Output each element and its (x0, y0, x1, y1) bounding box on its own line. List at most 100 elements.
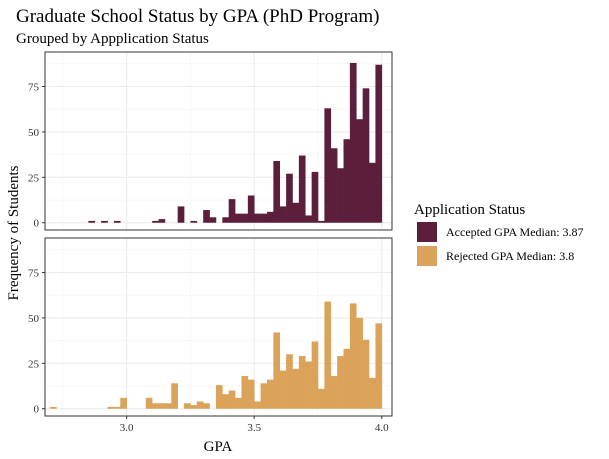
histogram-bar (375, 323, 383, 409)
histogram-bar (120, 397, 127, 409)
histogram-bar (292, 368, 300, 409)
histogram-bar (330, 148, 338, 223)
x-tick-label: 4.0 (375, 422, 389, 434)
legend-label-rejected: Rejected GPA Median: 3.8 (446, 249, 574, 263)
histogram-bar (164, 403, 172, 409)
y-tick-label: 50 (28, 313, 40, 325)
histogram-bar (273, 332, 281, 409)
histogram-bar (369, 162, 376, 223)
histogram-bar (107, 406, 115, 409)
histogram-bar (113, 220, 121, 223)
panel-accepted: 0 25 50 75 (28, 51, 393, 231)
histogram-bar (279, 370, 287, 409)
histogram-bar (362, 339, 370, 409)
histogram-bar (196, 401, 204, 409)
x-tick-label: 3.0 (120, 422, 134, 434)
legend: Application Status Accepted GPA Median: … (414, 202, 584, 266)
histogram-bar (50, 406, 57, 409)
histogram-bar (356, 317, 363, 409)
histogram-bar (254, 213, 261, 223)
histogram-bar (235, 213, 242, 223)
histogram-bar (337, 168, 344, 223)
histogram-bar (324, 301, 332, 409)
histogram-bar (190, 220, 198, 223)
legend-title: Application Status (414, 202, 525, 218)
histogram-bar (298, 155, 306, 223)
histogram-bar (184, 403, 191, 409)
histogram-bar (222, 217, 230, 223)
histogram-bar (318, 388, 325, 409)
histogram-bar (260, 383, 268, 409)
y-tick-label: 75 (28, 268, 40, 280)
histogram-bar (241, 213, 249, 223)
histogram-bar (337, 356, 344, 409)
y-axis-title: Frequency of Students (6, 165, 22, 300)
histogram-bar (203, 210, 210, 223)
histogram-bar (343, 139, 351, 223)
histogram-bar (292, 202, 300, 223)
y-tick-label: 50 (28, 127, 40, 139)
x-tick-label: 3.5 (247, 422, 261, 434)
histogram-bar (266, 379, 274, 409)
histogram-bar (356, 119, 363, 223)
histogram-bar (247, 379, 255, 409)
x-axis: 3.0 3.5 4.0 (120, 416, 389, 434)
histogram-bar (113, 406, 121, 409)
histogram-bar (171, 383, 178, 409)
histogram-bar (158, 403, 166, 409)
histogram-bar (158, 219, 166, 223)
histogram-bar (311, 171, 319, 223)
chart-title: Graduate School Status by GPA (PhD Progr… (16, 6, 379, 27)
y-tick-label: 25 (28, 172, 40, 184)
histogram-bar (101, 220, 108, 223)
panel-border (44, 237, 393, 417)
histogram-bar (305, 361, 312, 409)
histogram-bar (330, 376, 338, 409)
histogram-bar (286, 173, 293, 223)
histogram-bar (152, 220, 159, 223)
x-axis-title: GPA (204, 439, 233, 455)
legend-label-accepted: Accepted GPA Median: 3.87 (446, 225, 584, 239)
histogram-bar (152, 403, 159, 409)
histogram-bar (273, 160, 281, 223)
histogram-bar (203, 403, 210, 409)
histogram-bar (318, 220, 325, 223)
histogram-bar (247, 195, 255, 223)
histogram-bar (190, 405, 198, 409)
histogram-bar (279, 206, 287, 223)
histogram-bar (311, 341, 319, 409)
histogram-bar (369, 377, 376, 409)
y-tick-label: 0 (34, 404, 40, 416)
panel-border (44, 51, 393, 231)
histogram-bar (343, 348, 351, 409)
histogram-bar (209, 217, 217, 223)
histogram-bar (241, 376, 249, 409)
histogram-bar (254, 401, 261, 409)
histogram-bar (228, 199, 236, 223)
legend-swatch-rejected (417, 246, 437, 266)
histogram-bar (222, 394, 230, 409)
histogram-bar (349, 62, 357, 223)
histogram-bar (266, 211, 274, 223)
chart-subtitle: Grouped by Appplication Status (16, 31, 209, 47)
legend-swatch-accepted (417, 222, 437, 242)
histogram-bar (88, 220, 96, 223)
histogram-bar (324, 108, 332, 223)
histogram-bar (177, 206, 185, 223)
y-tick-label: 75 (28, 82, 40, 94)
histogram-bar (298, 356, 306, 409)
histogram-bar (286, 354, 293, 409)
y-tick-label: 0 (34, 218, 40, 230)
histogram-bar (305, 215, 312, 223)
histogram-bar (228, 390, 236, 409)
histogram-bar (349, 303, 357, 409)
histogram-bar (362, 88, 370, 223)
histogram-bar (260, 213, 268, 223)
histogram-bar (235, 397, 242, 409)
y-tick-label: 25 (28, 358, 40, 370)
histogram-bar (215, 385, 223, 409)
histogram-bar (375, 64, 383, 223)
panel-rejected: 0 25 50 75 (28, 237, 393, 417)
histogram-bar (145, 397, 153, 409)
